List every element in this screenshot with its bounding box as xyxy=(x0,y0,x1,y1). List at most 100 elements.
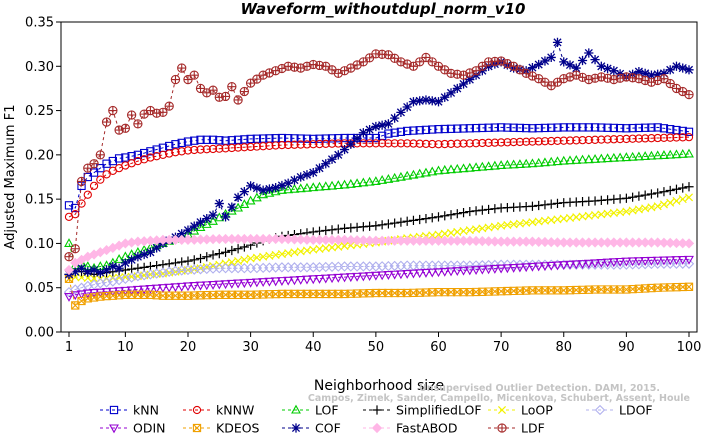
series-line-lof xyxy=(68,153,690,269)
point-lof xyxy=(395,171,406,181)
point-ldf xyxy=(552,77,563,87)
point-cof xyxy=(264,184,275,194)
point-loop xyxy=(653,202,662,211)
point-cof xyxy=(540,56,550,66)
point-simplifiedlof xyxy=(208,250,218,260)
point-simplifiedlof xyxy=(233,244,243,254)
point-odin xyxy=(558,261,569,271)
point-knnw xyxy=(102,170,111,179)
point-knnw xyxy=(359,139,368,148)
point-ldf xyxy=(390,53,400,63)
legend-marker-knnw xyxy=(192,405,202,415)
legend-marker-simplifiedlof xyxy=(372,405,382,415)
point-knnw xyxy=(409,139,418,148)
point-ldf xyxy=(408,61,419,71)
point-simplifiedlof xyxy=(383,219,393,229)
point-knnw xyxy=(659,133,669,143)
point-knnw xyxy=(628,134,637,143)
point-ldf xyxy=(421,52,431,63)
point-knn xyxy=(440,124,449,134)
point-odin xyxy=(665,256,676,266)
series-lof xyxy=(64,148,694,272)
point-knn xyxy=(334,134,343,143)
point-simplifiedlof xyxy=(402,216,412,226)
point-simplifiedlof xyxy=(465,206,475,217)
point-odin xyxy=(521,263,532,273)
point-simplifiedlof xyxy=(377,220,387,230)
point-cof xyxy=(346,139,356,149)
point-knnw xyxy=(590,135,600,144)
point-cof xyxy=(427,96,437,106)
point-knn xyxy=(177,138,186,148)
point-lof xyxy=(446,164,456,174)
point-ldf xyxy=(220,91,231,102)
point-odin xyxy=(677,255,688,265)
point-knnw xyxy=(271,141,280,150)
point-knnw xyxy=(334,139,343,148)
point-ldf xyxy=(477,61,487,71)
point-loop xyxy=(672,196,681,205)
point-odin xyxy=(258,278,269,288)
point-knnw xyxy=(371,139,381,148)
point-odin xyxy=(452,267,463,277)
point-simplifiedlof xyxy=(628,192,638,202)
point-knn xyxy=(565,123,575,132)
point-lof xyxy=(671,149,682,159)
point-lof xyxy=(546,156,557,166)
point-loop xyxy=(83,273,92,282)
point-odin xyxy=(320,274,331,284)
point-knnw xyxy=(578,136,587,145)
point-knnw xyxy=(503,138,512,147)
point-ldof xyxy=(683,258,695,269)
point-lof xyxy=(421,167,431,177)
point-knnw xyxy=(603,135,612,144)
point-cof xyxy=(101,265,112,275)
point-lof xyxy=(521,158,532,168)
point-fastabod xyxy=(63,264,75,276)
legend-marker-kdeos xyxy=(192,423,202,433)
point-knn xyxy=(578,123,587,132)
point-simplifiedlof xyxy=(452,209,462,219)
legend-label-cof: COF xyxy=(315,421,341,434)
point-odin xyxy=(496,264,507,274)
point-simplifiedlof xyxy=(446,210,456,220)
point-cof xyxy=(534,59,544,70)
point-lof xyxy=(439,164,450,174)
point-knn xyxy=(459,124,468,133)
point-knn xyxy=(465,124,474,133)
point-knnw xyxy=(140,155,149,164)
point-cof xyxy=(283,178,293,188)
point-lof xyxy=(552,156,563,166)
x-tick-label: 60 xyxy=(430,340,447,355)
point-ldf xyxy=(158,107,168,117)
point-odin xyxy=(583,259,594,269)
point-odin xyxy=(659,256,669,266)
point-odin xyxy=(64,293,74,302)
point-odin xyxy=(283,276,294,286)
point-ldf xyxy=(534,74,544,84)
point-knnw xyxy=(547,136,556,146)
point-cof xyxy=(452,83,462,94)
legend-item-ldof: LDOF xyxy=(586,403,653,418)
point-odin xyxy=(201,281,212,291)
point-ldf xyxy=(101,117,112,127)
point-odin xyxy=(464,266,475,276)
point-cof xyxy=(189,221,199,231)
legend-marker-ldf xyxy=(497,423,507,433)
point-odin xyxy=(151,284,162,294)
point-knnw xyxy=(490,138,500,147)
series-fastabod xyxy=(63,233,695,276)
series-kdeos xyxy=(64,274,694,310)
legend-item-cof: COF xyxy=(282,421,341,434)
legend-item-fastabod: FastABOD xyxy=(363,421,458,434)
point-simplifiedlof xyxy=(477,205,487,215)
point-ldf xyxy=(471,66,481,76)
point-lof xyxy=(352,178,363,188)
point-odin xyxy=(270,277,281,287)
watermark-line-1: Unsupervised Outlier Detection. DAMI, 20… xyxy=(419,383,660,394)
point-ldf xyxy=(189,70,199,80)
point-cof xyxy=(527,63,538,73)
point-cof xyxy=(646,70,657,80)
point-lof xyxy=(283,184,294,194)
point-odin xyxy=(477,265,488,275)
